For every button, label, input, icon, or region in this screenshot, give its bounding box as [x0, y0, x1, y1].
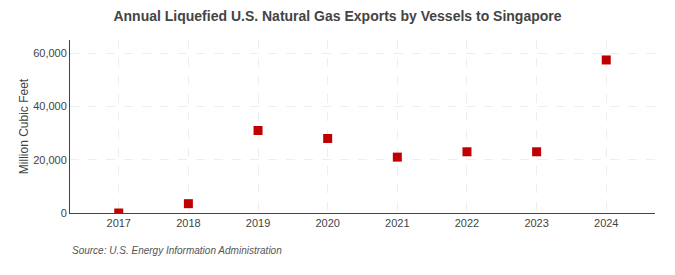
svg-text:Annual Liquefied U.S. Natural: Annual Liquefied U.S. Natural Gas Export…: [113, 8, 561, 24]
svg-text:0: 0: [61, 207, 67, 219]
svg-text:2019: 2019: [246, 217, 270, 229]
svg-text:60,000: 60,000: [33, 47, 67, 59]
svg-text:2021: 2021: [385, 217, 409, 229]
svg-text:2018: 2018: [176, 217, 200, 229]
svg-text:2023: 2023: [524, 217, 548, 229]
svg-text:40,000: 40,000: [33, 100, 67, 112]
svg-text:Source: U.S. Energy Informatio: Source: U.S. Energy Information Administ…: [72, 245, 282, 256]
svg-text:2022: 2022: [455, 217, 479, 229]
svg-text:Million Cubic Feet: Million Cubic Feet: [17, 78, 31, 174]
svg-text:2017: 2017: [107, 217, 131, 229]
svg-text:20,000: 20,000: [33, 154, 67, 166]
svg-text:2024: 2024: [594, 217, 618, 229]
svg-text:2020: 2020: [315, 217, 339, 229]
